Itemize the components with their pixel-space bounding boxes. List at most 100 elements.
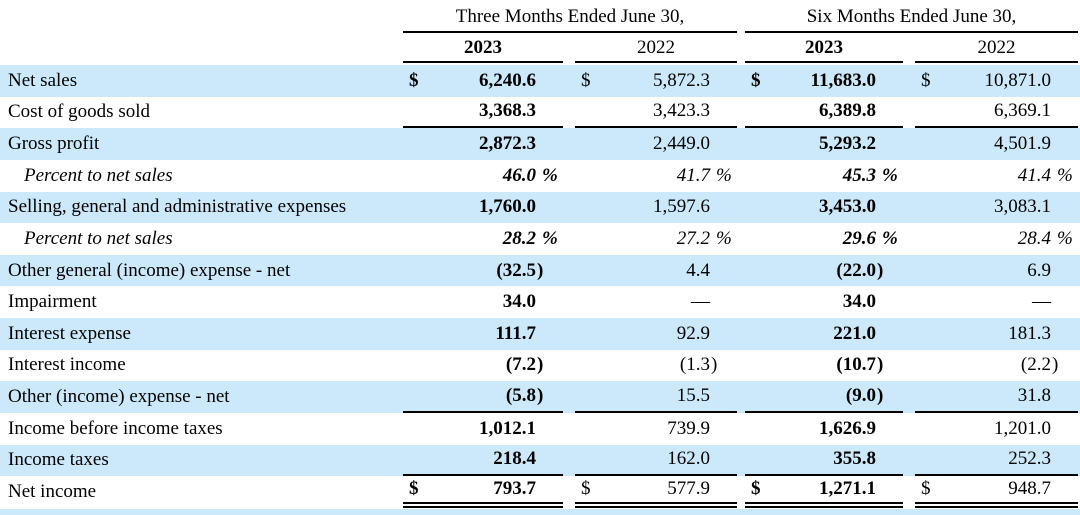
table-row: Percent to net sales 28.2% 27.2% 29.6% 28.4% xyxy=(0,223,1080,255)
value-cell: 1,201.0 xyxy=(915,413,1078,445)
column-gap xyxy=(563,192,575,224)
value-cell: 29.6% xyxy=(745,223,903,255)
currency-symbol: $ xyxy=(921,477,931,499)
currency-symbol: $ xyxy=(921,69,931,91)
value-cell: 1,760.0 xyxy=(403,192,563,224)
row-label: Net income xyxy=(8,480,97,502)
table-row: Interest income (7.2) (1.3) (10.7) (2.2) xyxy=(0,350,1080,382)
value-cell: $1,271.1 xyxy=(745,476,903,508)
column-gap xyxy=(737,65,745,97)
cell-value-suffix: ) xyxy=(877,385,884,407)
column-gap xyxy=(737,128,745,160)
value-cell: 111.7 xyxy=(403,318,563,350)
column-gap xyxy=(903,286,915,318)
column-gap xyxy=(563,255,575,287)
cell-value-suffix: % xyxy=(1057,164,1073,186)
column-gap xyxy=(737,381,745,413)
cell-value-suffix: ) xyxy=(537,259,544,281)
row-label: Percent to net sales xyxy=(24,227,173,249)
cell-value: — xyxy=(1032,291,1051,313)
column-gap xyxy=(737,286,745,318)
currency-symbol: $ xyxy=(751,477,761,499)
table-body: Net sales $6,240.6 $5,872.3 $11,683.0 $10,87… xyxy=(0,65,1080,508)
value-cell: 34.0 xyxy=(745,286,903,318)
cell-value: 252.3 xyxy=(1008,448,1051,470)
value-cell: $577.9 xyxy=(575,476,737,508)
value-cell: 92.9 xyxy=(575,318,737,350)
row-label: Percent to net sales xyxy=(24,164,173,186)
cell-value: 28.4 xyxy=(1017,227,1051,249)
cell-value: 948.7 xyxy=(1008,477,1051,499)
cell-value: 34.0 xyxy=(842,291,876,313)
year-header-2022: 2022 xyxy=(977,37,1016,58)
year-header-2023: 2023 xyxy=(805,37,843,58)
column-gap xyxy=(563,65,575,97)
currency-symbol: $ xyxy=(581,477,591,499)
column-group-three-months: Three Months Ended June 30, xyxy=(403,4,737,30)
cell-value: 218.4 xyxy=(493,448,536,470)
cell-value: 41.7 xyxy=(676,164,710,186)
cell-value-suffix: % xyxy=(1057,227,1073,249)
value-cell: 27.2% xyxy=(575,223,737,255)
column-gap xyxy=(737,223,745,255)
value-cell: 4,501.9 xyxy=(915,128,1078,160)
column-gap xyxy=(737,445,745,477)
cell-value: 6,240.6 xyxy=(479,69,536,91)
value-cell: 34.0 xyxy=(403,286,563,318)
column-gap xyxy=(737,318,745,350)
row-label: Selling, general and administrative expe… xyxy=(8,196,347,218)
table-row: Net sales $6,240.6 $5,872.3 $11,683.0 $10,87… xyxy=(0,65,1080,97)
table-row: Percent to net sales 46.0% 41.7% 45.3% 41.4% xyxy=(0,160,1080,192)
cell-value-suffix: % xyxy=(542,164,558,186)
cell-value: 162.0 xyxy=(667,448,710,470)
column-gap xyxy=(563,128,575,160)
column-group-six-months: Six Months Ended June 30, xyxy=(745,4,1078,30)
table-row: Selling, general and administrative expe… xyxy=(0,191,1080,224)
column-gap xyxy=(903,350,915,382)
cell-value: 5,293.2 xyxy=(819,133,876,155)
group-underline xyxy=(745,31,1078,33)
value-cell: 355.8 xyxy=(745,445,903,477)
row-label: Interest expense xyxy=(8,322,131,344)
year-header-2023: 2023 xyxy=(464,37,502,58)
value-cell: $948.7 xyxy=(915,476,1078,508)
cell-value-suffix: ) xyxy=(537,385,544,407)
cell-value-suffix: % xyxy=(882,227,898,249)
table-row: Other (income) expense - net (5.8) 15.5 (9.… xyxy=(0,381,1080,413)
value-cell: $793.7 xyxy=(403,476,563,508)
value-cell: 3,083.1 xyxy=(915,192,1078,224)
cell-value-suffix: % xyxy=(542,227,558,249)
year-header-2022: 2022 xyxy=(637,37,675,58)
cell-value: 2,872.3 xyxy=(479,133,536,155)
column-gap xyxy=(737,97,745,129)
year-underline xyxy=(915,61,1078,63)
cell-value: 6,369.1 xyxy=(994,100,1051,122)
column-gap xyxy=(563,445,575,477)
value-cell: $5,872.3 xyxy=(575,65,737,97)
column-gap xyxy=(563,160,575,192)
value-cell: $11,683.0 xyxy=(745,65,903,97)
cell-value: (1.3 xyxy=(679,354,710,376)
column-gap xyxy=(737,160,745,192)
value-cell: 28.2% xyxy=(403,223,563,255)
cell-value-suffix: % xyxy=(716,164,732,186)
cell-value: 5,872.3 xyxy=(653,69,710,91)
value-cell: 4.4 xyxy=(575,255,737,287)
row-label: Other general (income) expense - net xyxy=(8,259,291,281)
cell-value: 1,597.6 xyxy=(653,196,710,218)
value-cell: (5.8) xyxy=(403,381,563,413)
value-cell: 45.3% xyxy=(745,160,903,192)
table-row: Interest expense 111.7 92.9 221.0 181.3 xyxy=(0,318,1080,350)
column-gap xyxy=(903,65,915,97)
column-gap xyxy=(903,476,915,508)
table-header: Three Months Ended June 30, Six Months E… xyxy=(0,0,1080,65)
column-gap xyxy=(903,381,915,413)
cell-value: 4.4 xyxy=(686,259,710,281)
cell-value: 1,012.1 xyxy=(479,417,536,439)
cell-value: 1,626.9 xyxy=(819,417,876,439)
cell-value: 3,083.1 xyxy=(994,196,1051,218)
column-gap xyxy=(903,445,915,477)
cell-value: 2,449.0 xyxy=(653,133,710,155)
cell-value-suffix: ) xyxy=(877,259,884,281)
